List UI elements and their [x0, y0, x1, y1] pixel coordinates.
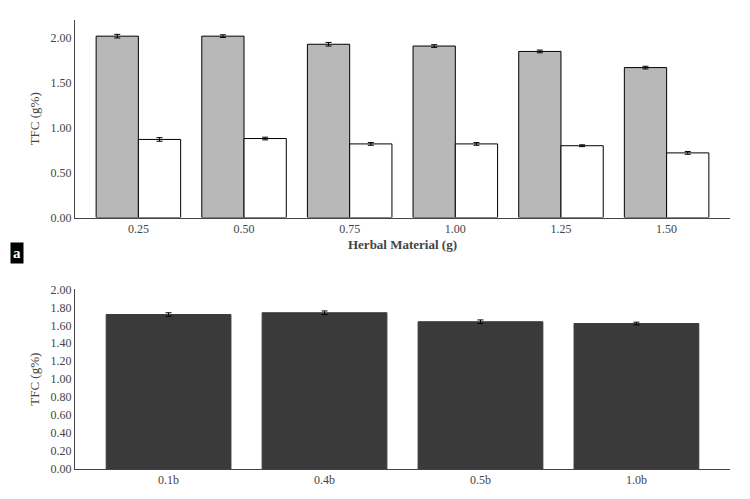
svg-text:0.75: 0.75	[339, 222, 360, 236]
svg-text:1.80: 1.80	[51, 301, 72, 315]
svg-text:1.40: 1.40	[51, 336, 72, 350]
svg-text:0.50: 0.50	[51, 166, 72, 180]
svg-text:1.50: 1.50	[656, 222, 677, 236]
svg-text:2.00: 2.00	[51, 283, 72, 297]
svg-text:2.00: 2.00	[51, 31, 72, 45]
svg-text:0.25: 0.25	[128, 222, 149, 236]
svg-text:0.40: 0.40	[51, 426, 72, 440]
svg-text:1.60: 1.60	[51, 319, 72, 333]
svg-text:TFC (g%): TFC (g%)	[27, 92, 42, 145]
svg-text:0.80: 0.80	[51, 390, 72, 404]
svg-text:1.0b: 1.0b	[626, 473, 647, 487]
svg-text:0.60: 0.60	[51, 408, 72, 422]
svg-text:0.00: 0.00	[51, 462, 72, 476]
svg-text:1.25: 1.25	[550, 222, 571, 236]
svg-text:0.5b: 0.5b	[470, 473, 491, 487]
svg-text:0.50: 0.50	[234, 222, 255, 236]
svg-text:1.00: 1.00	[51, 121, 72, 135]
svg-text:TFC (g%): TFC (g%)	[27, 353, 42, 406]
svg-text:1.00: 1.00	[51, 372, 72, 386]
svg-text:0.1b: 0.1b	[158, 473, 179, 487]
svg-text:0.00: 0.00	[51, 211, 72, 225]
svg-text:1.50: 1.50	[51, 76, 72, 90]
svg-text:1.20: 1.20	[51, 354, 72, 368]
svg-text:0.4b: 0.4b	[314, 473, 335, 487]
svg-text:a: a	[13, 245, 21, 261]
svg-text:1.00: 1.00	[445, 222, 466, 236]
svg-text:Herbal Material (g): Herbal Material (g)	[348, 237, 457, 252]
svg-text:0.20: 0.20	[51, 444, 72, 458]
